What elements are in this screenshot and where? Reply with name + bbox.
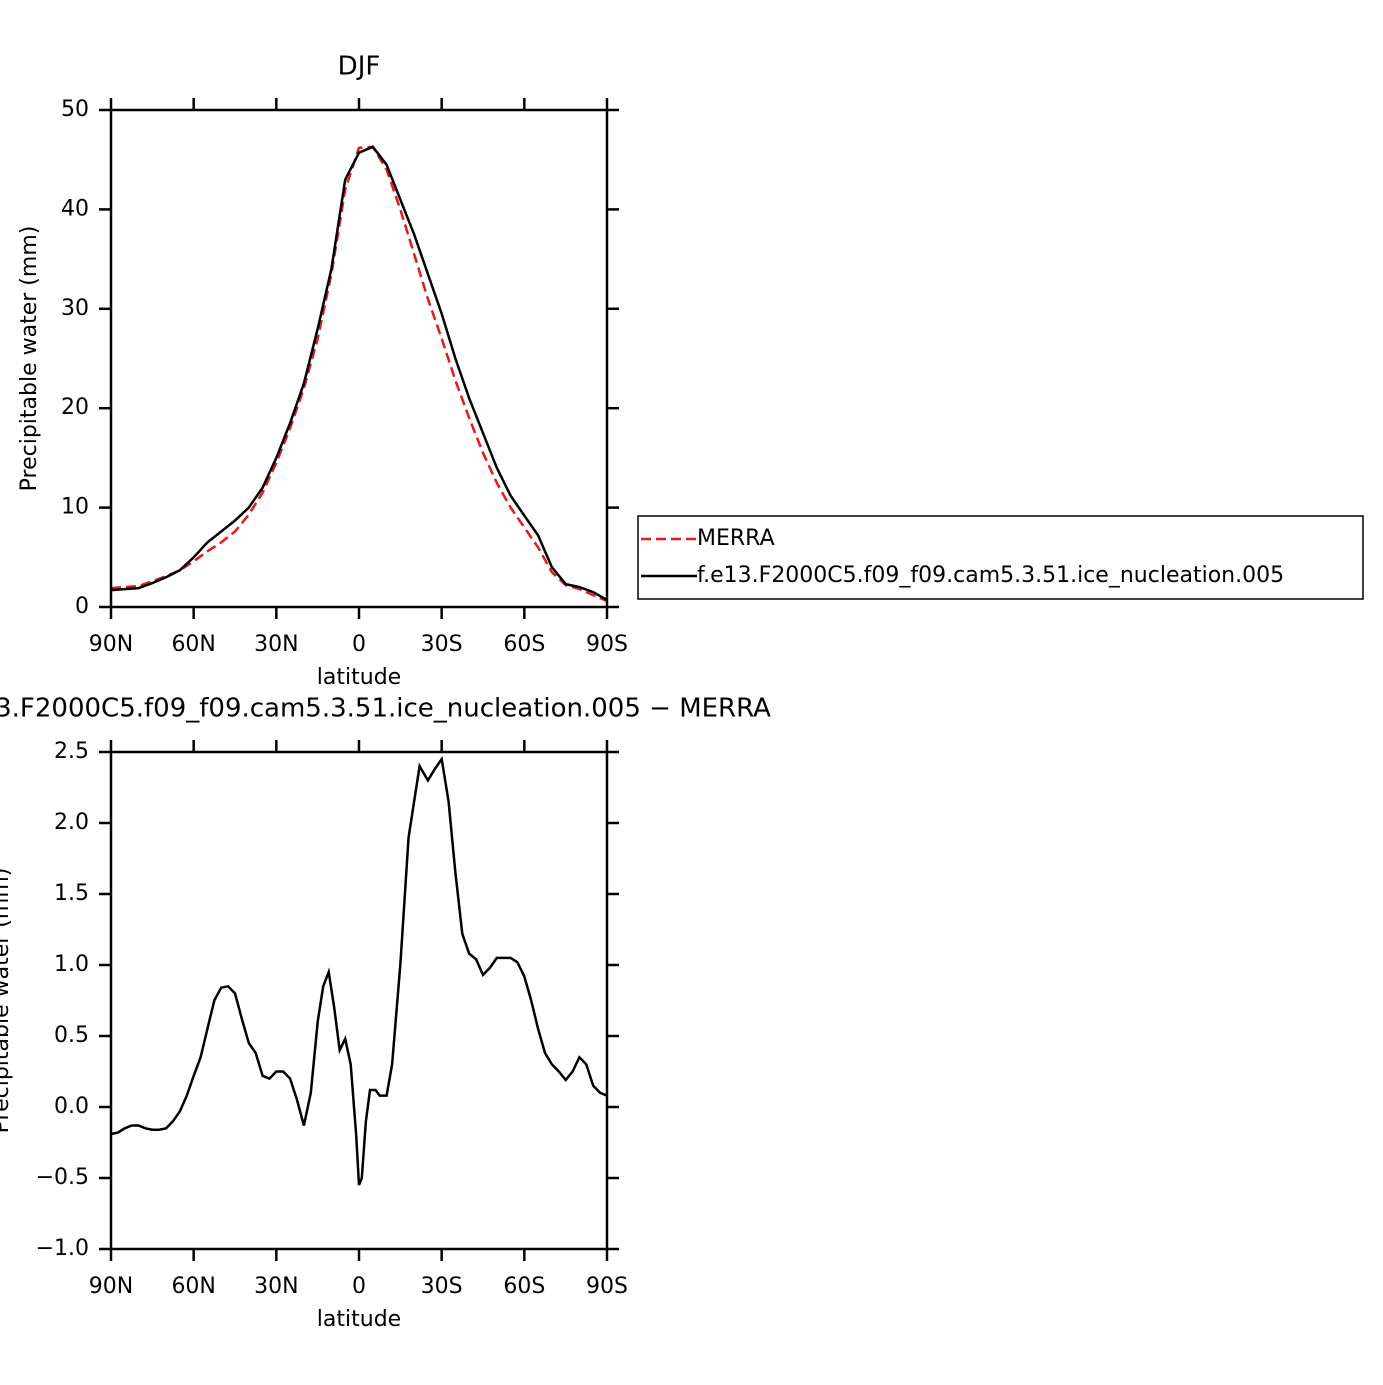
y-tick-label: 2.0 bbox=[54, 810, 89, 835]
y-axis-label: Precipitable water (mm) bbox=[17, 226, 42, 492]
x-tick-label: 30S bbox=[421, 632, 463, 657]
x-tick-label: 30S bbox=[421, 1274, 463, 1299]
plot-frame bbox=[109, 750, 609, 1251]
y-tick-label: 0.5 bbox=[54, 1023, 89, 1048]
x-tick-label: 60S bbox=[503, 632, 545, 657]
chart-title: DJF bbox=[338, 52, 381, 82]
y-tick-label: −1.0 bbox=[36, 1236, 89, 1261]
y-tick-label: 1.5 bbox=[54, 881, 89, 906]
y-tick-label: 40 bbox=[61, 196, 89, 221]
y-tick-label: −0.5 bbox=[36, 1165, 89, 1190]
plot-frame bbox=[109, 108, 609, 609]
y-tick-label: 20 bbox=[61, 395, 89, 420]
data-line bbox=[110, 145, 608, 603]
y-tick-label: 30 bbox=[61, 296, 89, 321]
x-tick-label: 30N bbox=[254, 632, 298, 657]
legend-label: f.e13.F2000C5.f09_f09.cam5.3.51.ice_nucl… bbox=[697, 563, 1284, 588]
chart-title: f.e13.F2000C5.f09_f09.cam5.3.51.ice_nucl… bbox=[0, 694, 771, 724]
x-tick-label: 0 bbox=[352, 632, 366, 657]
legend-box bbox=[637, 515, 1364, 600]
x-tick-label: 90N bbox=[89, 632, 133, 657]
y-tick-label: 0 bbox=[75, 594, 89, 619]
y-tick-label: 1.0 bbox=[54, 952, 89, 977]
x-tick-label: 90N bbox=[89, 1274, 133, 1299]
x-tick-label: 60N bbox=[171, 1274, 215, 1299]
y-tick-label: 0.0 bbox=[54, 1094, 89, 1119]
x-tick-label: 60S bbox=[503, 1274, 545, 1299]
x-axis-label: latitude bbox=[317, 665, 401, 690]
x-tick-label: 90S bbox=[586, 632, 628, 657]
x-tick-label: 60N bbox=[171, 632, 215, 657]
y-tick-label: 50 bbox=[61, 97, 89, 122]
y-tick-label: 2.5 bbox=[54, 739, 89, 764]
data-line bbox=[110, 145, 608, 602]
data-line bbox=[110, 755, 608, 1186]
x-tick-label: 0 bbox=[352, 1274, 366, 1299]
legend-label: MERRA bbox=[697, 526, 775, 551]
x-tick-label: 30N bbox=[254, 1274, 298, 1299]
y-tick-label: 10 bbox=[61, 495, 89, 520]
x-axis-label: latitude bbox=[317, 1307, 401, 1332]
x-tick-label: 90S bbox=[586, 1274, 628, 1299]
y-axis-label: Precipitable water (mm) bbox=[0, 868, 14, 1134]
